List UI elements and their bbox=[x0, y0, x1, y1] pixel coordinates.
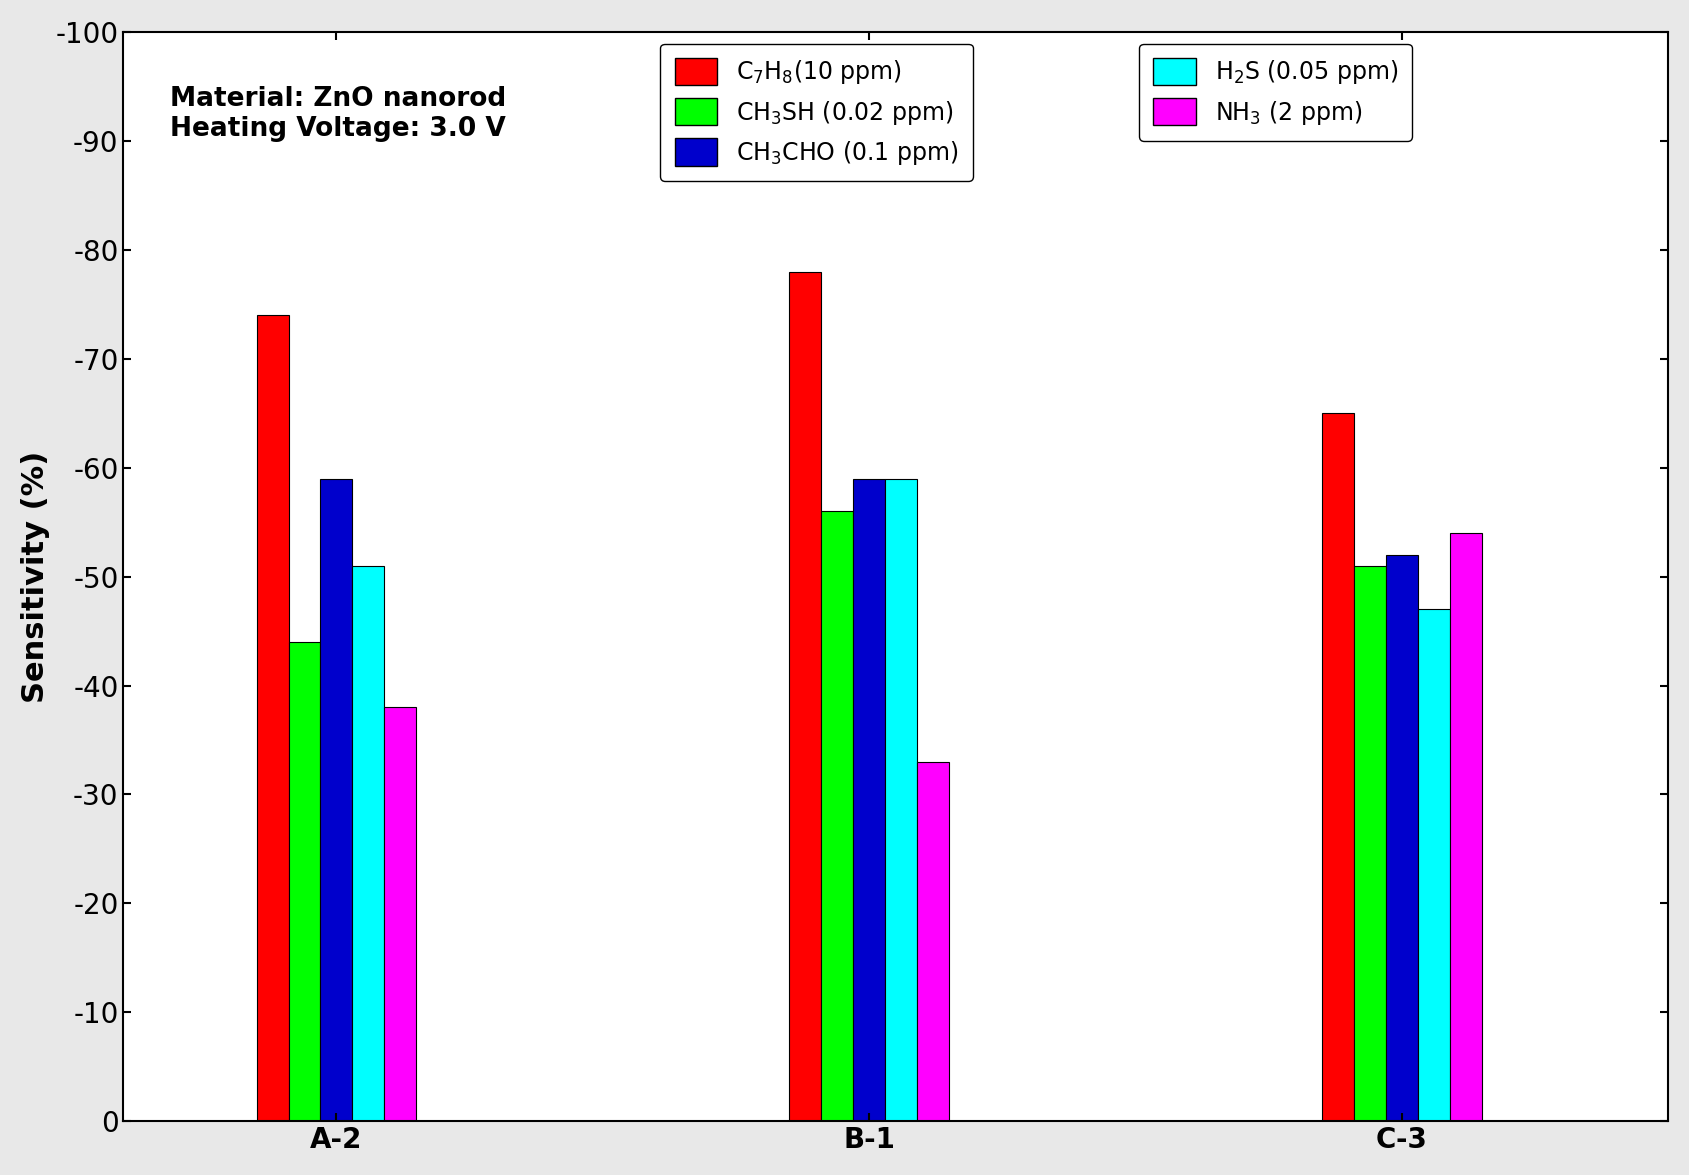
Text: Material: ZnO nanorod
Heating Voltage: 3.0 V: Material: ZnO nanorod Heating Voltage: 3… bbox=[169, 86, 507, 142]
Bar bbox=[353, 565, 385, 1121]
Bar bbox=[821, 511, 853, 1121]
Bar bbox=[1449, 533, 1481, 1121]
Bar bbox=[257, 315, 289, 1121]
Bar bbox=[789, 271, 821, 1121]
Y-axis label: Sensitivity (%): Sensitivity (%) bbox=[20, 450, 51, 703]
Bar bbox=[385, 707, 417, 1121]
Bar bbox=[289, 642, 321, 1121]
Bar bbox=[885, 478, 917, 1121]
Bar bbox=[1387, 555, 1417, 1121]
Bar bbox=[1417, 610, 1449, 1121]
Bar bbox=[917, 761, 949, 1121]
Bar bbox=[853, 478, 885, 1121]
Bar bbox=[1355, 565, 1387, 1121]
Legend: H$_2$S (0.05 ppm), NH$_3$ (2 ppm): H$_2$S (0.05 ppm), NH$_3$ (2 ppm) bbox=[1140, 43, 1412, 141]
Bar bbox=[1322, 414, 1355, 1121]
Bar bbox=[321, 478, 353, 1121]
